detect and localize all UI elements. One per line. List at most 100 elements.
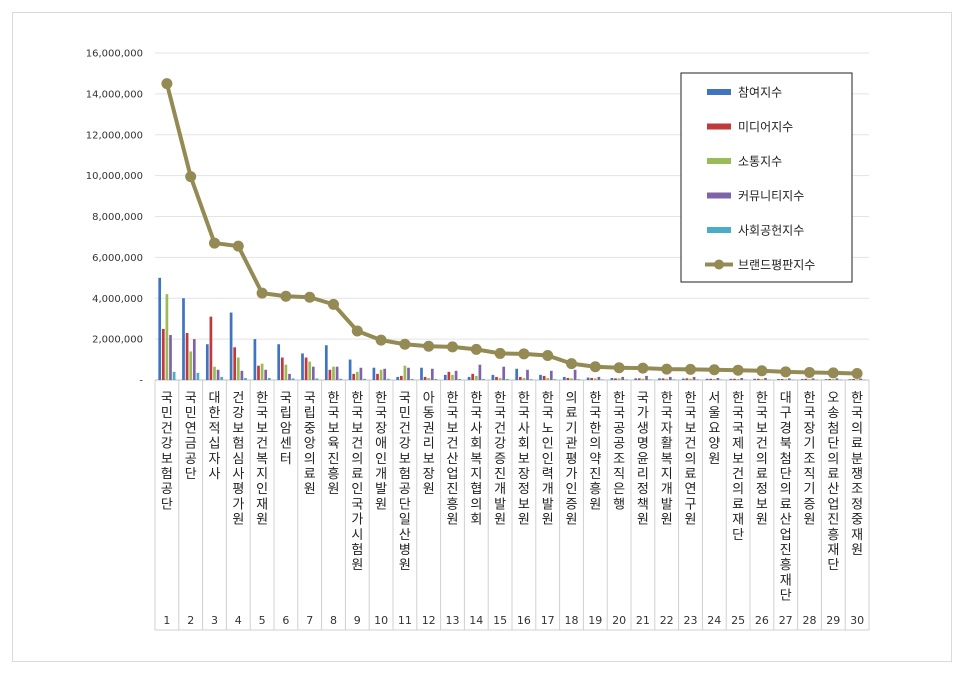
bar-5-19	[601, 379, 604, 380]
bar-4-12	[430, 368, 434, 380]
y-tick-label: 10,000,000	[86, 171, 143, 182]
bar-4-4	[240, 370, 244, 380]
bar-1-6	[277, 344, 281, 380]
bar-1-21	[634, 378, 638, 380]
line-point-14	[470, 343, 482, 355]
line-point-8	[328, 298, 339, 310]
bar-3-11	[403, 365, 407, 380]
bar-1-15	[491, 374, 495, 380]
rank-label: 8	[330, 614, 337, 627]
rank-label: 26	[755, 614, 769, 627]
y-tick-label: 16,000,000	[86, 49, 143, 60]
rank-label: 12	[422, 614, 436, 627]
bar-3-27	[784, 379, 788, 380]
rank-label: 4	[235, 614, 242, 627]
bar-1-5	[253, 339, 257, 380]
bar-5-20	[624, 379, 628, 380]
bar-4-2	[192, 339, 196, 380]
rank-label: 2	[187, 614, 194, 627]
bar-4-9	[359, 367, 363, 380]
bar-5-14	[482, 378, 485, 380]
bar-1-13	[443, 374, 447, 380]
line-point-3	[209, 237, 220, 249]
bar-3-7	[308, 361, 312, 380]
bar-3-22	[665, 378, 669, 380]
bar-1-14	[467, 376, 471, 380]
line-point-20	[613, 362, 625, 374]
bar-4-3	[216, 369, 220, 380]
bar-2-12	[423, 376, 427, 380]
bar-5-26	[767, 379, 771, 381]
bar-4-7	[311, 366, 315, 380]
line-point-2	[185, 171, 197, 183]
bar-1-18	[562, 376, 566, 380]
rank-label: 25	[731, 614, 745, 627]
y-tick-label: 8,000,000	[92, 212, 143, 223]
bar-2-25	[733, 378, 736, 380]
bar-4-13	[454, 370, 458, 380]
y-tick-label: 4,000,000	[92, 294, 143, 305]
bar-3-20	[617, 378, 621, 380]
bar-5-4	[244, 377, 247, 380]
bar-3-25	[736, 378, 740, 380]
rank-label: 3	[211, 614, 218, 627]
bar-4-20	[621, 376, 625, 380]
line-point-18	[566, 358, 577, 370]
rank-label: 22	[660, 614, 674, 627]
bar-1-3	[205, 344, 209, 380]
bar-3-21	[641, 378, 645, 380]
bar-5-29	[839, 379, 842, 381]
bar-2-28	[804, 378, 808, 380]
bar-5-17	[553, 379, 557, 380]
bar-2-15	[495, 376, 498, 380]
rank-label: 16	[517, 614, 531, 627]
legend-label: 미디어지수	[738, 120, 793, 134]
bar-4-22	[668, 376, 672, 380]
bar-5-1	[172, 371, 176, 380]
bar-5-25	[743, 379, 747, 381]
bar-3-28	[808, 379, 811, 380]
bar-5-18	[577, 379, 581, 380]
bar-2-16	[518, 376, 522, 380]
rank-label: 20	[612, 614, 626, 627]
bar-5-12	[434, 378, 438, 380]
bar-3-24	[712, 378, 716, 380]
rank-label: 11	[398, 614, 412, 627]
bar-3-14	[474, 375, 478, 380]
bar-3-4	[236, 357, 240, 380]
rank-label: 7	[306, 614, 313, 627]
bar-2-23	[685, 378, 689, 380]
bar-4-30	[859, 378, 863, 380]
rank-label: 5	[259, 614, 266, 627]
bar-5-21	[648, 379, 652, 380]
bar-1-22	[658, 378, 661, 380]
line-point-9	[351, 325, 363, 337]
rank-label: 18	[565, 614, 579, 627]
legend-label: 소통지수	[738, 155, 782, 169]
bar-1-8	[324, 345, 328, 380]
line-point-22	[661, 363, 673, 375]
y-tick-label: 6,000,000	[92, 253, 143, 264]
bar-5-24	[720, 379, 723, 381]
bar-5-8	[339, 378, 343, 380]
chart-frame	[12, 12, 952, 662]
bar-5-23	[696, 379, 700, 380]
line-point-21	[637, 362, 649, 374]
bar-4-15	[502, 366, 506, 380]
bar-2-29	[828, 378, 832, 380]
line-point-7	[304, 291, 316, 303]
bar-5-28	[815, 379, 819, 381]
bar-4-24	[716, 377, 720, 380]
